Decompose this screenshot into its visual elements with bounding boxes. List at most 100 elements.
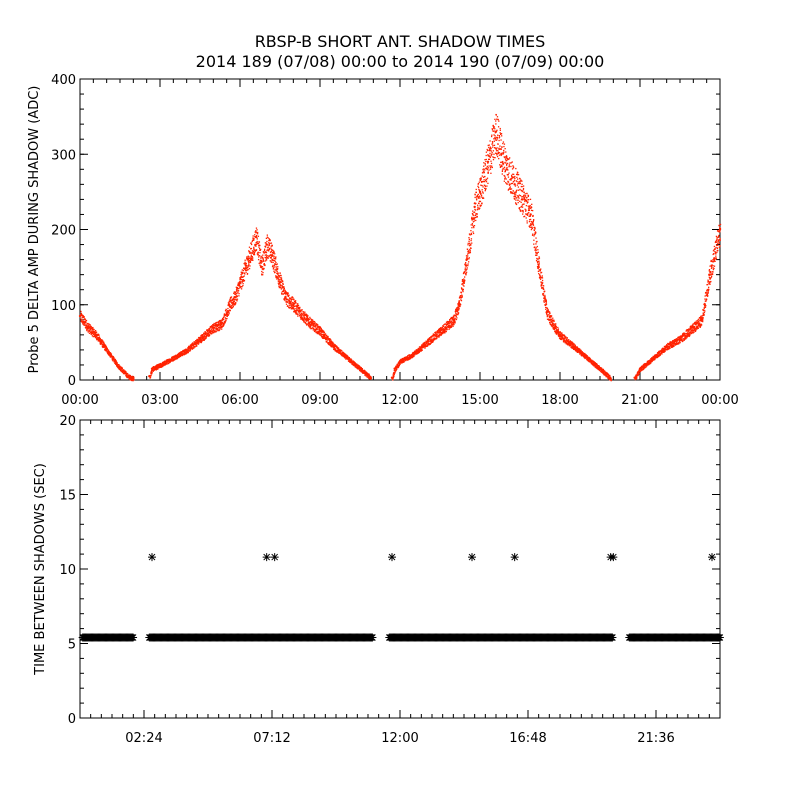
data-point [252, 250, 255, 253]
data-point [482, 172, 484, 174]
data-point [164, 363, 167, 366]
data-point [90, 328, 92, 331]
data-point [469, 249, 471, 252]
data-point [285, 297, 287, 299]
data-point [305, 320, 307, 322]
data-point [233, 297, 235, 300]
data-point [589, 358, 592, 360]
data-point [330, 343, 332, 345]
data-point [465, 255, 468, 257]
data-point [83, 321, 86, 324]
data-point [528, 205, 531, 207]
data-point [485, 179, 487, 182]
data-point [516, 176, 518, 179]
data-point [101, 341, 103, 343]
data-point [278, 285, 280, 288]
data-point [565, 342, 568, 344]
data-point [82, 321, 84, 324]
data-point [322, 329, 324, 332]
data-point [566, 338, 568, 340]
data-point [451, 323, 453, 326]
data-point [80, 313, 83, 315]
data-point [496, 138, 498, 140]
data-point [244, 268, 246, 270]
data-point [315, 326, 317, 328]
data-point [251, 250, 254, 252]
data-point [173, 355, 175, 357]
data-point [284, 289, 286, 292]
data-point [316, 323, 318, 325]
data-point [505, 155, 508, 157]
data-point [295, 311, 297, 313]
data-point [422, 344, 424, 346]
data-point [279, 277, 282, 279]
data-point [478, 196, 480, 198]
data-point [264, 254, 266, 256]
data-point [468, 258, 470, 260]
data-point [351, 359, 353, 361]
data-point [337, 347, 340, 349]
data-point [475, 219, 477, 222]
data-point [304, 322, 307, 324]
data-point [277, 268, 279, 270]
data-point [501, 170, 504, 172]
data-point [299, 306, 301, 309]
data-point [471, 219, 473, 221]
data-point [82, 315, 85, 318]
data-point [292, 308, 294, 310]
data-point [90, 330, 93, 332]
data-point [438, 336, 440, 338]
data-point [304, 317, 306, 319]
data-point [490, 150, 492, 152]
data-point [510, 177, 512, 180]
data-point [478, 200, 481, 203]
data-point [538, 273, 540, 275]
data-point [213, 329, 215, 331]
data-point [245, 264, 248, 266]
data-point [550, 320, 553, 323]
data-point [468, 240, 470, 242]
data-point [450, 326, 453, 328]
data-point [542, 285, 545, 287]
data-point [265, 258, 267, 260]
data-point [279, 274, 281, 277]
data-point [490, 166, 492, 169]
data-point [239, 278, 242, 280]
data-point [583, 356, 585, 358]
data-point [545, 306, 547, 309]
data-point [535, 259, 538, 262]
data-point [82, 319, 84, 321]
data-point [515, 191, 517, 193]
data-point [264, 256, 266, 259]
data-point [307, 318, 309, 320]
data-point [183, 353, 185, 355]
data-point [332, 343, 334, 345]
data-point [113, 359, 116, 361]
data-point [111, 356, 113, 358]
data-point [257, 251, 259, 253]
data-point [416, 351, 418, 353]
data-point [225, 309, 227, 311]
data-point [537, 270, 540, 273]
data-point [222, 325, 225, 327]
data-point [458, 307, 460, 309]
data-point [261, 260, 263, 262]
data-point [510, 191, 512, 193]
data-point [476, 196, 479, 198]
data-point [490, 135, 493, 138]
data-point [493, 134, 495, 136]
data-point [487, 154, 489, 156]
data-point [489, 140, 491, 142]
data-point [524, 208, 526, 210]
data-point [493, 137, 496, 139]
data-point [465, 274, 467, 276]
data-point [494, 135, 496, 137]
data-point [484, 190, 486, 192]
data-point [179, 351, 181, 354]
data-point [463, 278, 465, 280]
data-point [197, 338, 199, 341]
data-point [516, 197, 518, 199]
data-point [607, 373, 609, 375]
data-point [231, 301, 233, 303]
data-point [274, 269, 276, 271]
